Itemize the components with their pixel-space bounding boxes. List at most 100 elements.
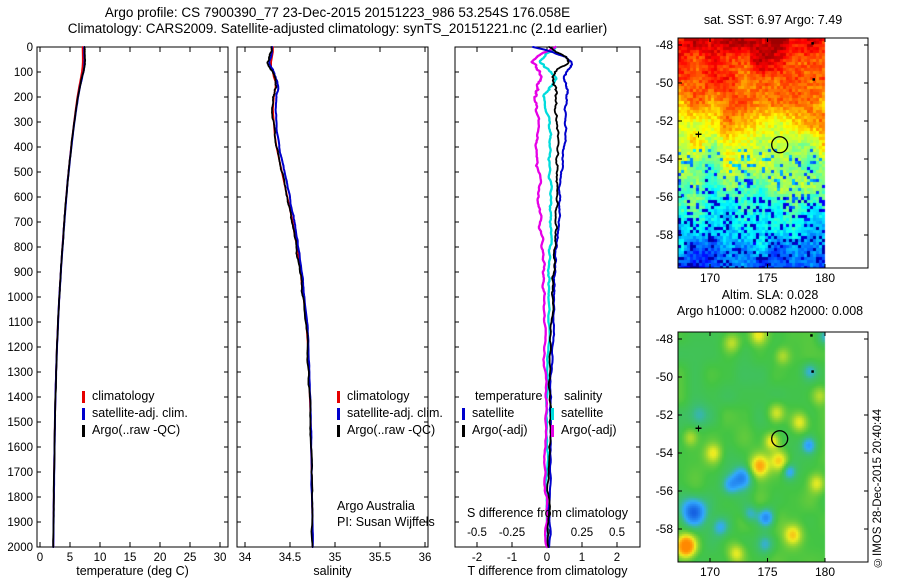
legend-header: temperature	[475, 389, 543, 403]
tick-label: 0	[544, 552, 550, 564]
tick-label: -50	[656, 76, 674, 90]
tick-label: -50	[656, 370, 674, 384]
difference-profile-panel: -2 -1 0 1 2 -0.5 -0.25 0 0.25 0.5	[454, 45, 641, 564]
tick-label: -54	[656, 446, 674, 460]
legend-item: satellite-adj. clim.	[82, 405, 188, 422]
salinity-legend: climatology satellite-adj. clim. Argo(..…	[337, 388, 443, 439]
temperature-legend: climatology satellite-adj. clim. Argo(..…	[82, 388, 188, 439]
climatology-swatch-icon	[82, 390, 85, 403]
sla-heatmap	[678, 332, 868, 562]
temperature-axis-label: temperature (deg C)	[76, 564, 189, 578]
curve-satellite-adj-clim-	[52, 46, 86, 548]
tick-label: -48	[656, 332, 674, 346]
tick-label: 180	[815, 271, 835, 285]
annotation-line2: PI: Susan Wijffels	[337, 515, 435, 529]
tick-label: 0.25	[571, 527, 593, 539]
legend-label: Argo(-adj)	[561, 423, 617, 437]
tick-label: 1800	[7, 492, 33, 504]
legend-label: climatology	[347, 389, 410, 403]
tick-label: 1600	[7, 442, 33, 454]
tick-label: -58	[656, 522, 674, 536]
salinity-axis-label: salinity	[313, 564, 352, 578]
legend-label: satellite	[561, 406, 604, 420]
s-axis-tick-labels: -0.5 -0.25 0 0.25 0.5	[467, 527, 625, 539]
tick-label: -56	[656, 484, 674, 498]
tick-label: -58	[656, 228, 674, 242]
tick-label: 700	[14, 217, 33, 229]
tick-label: 1400	[7, 392, 33, 404]
tick-label: 1000	[7, 292, 33, 304]
argo-adj-s-swatch-icon	[551, 424, 554, 437]
imos-credit: ©IMOS 28-Dec-2015 20:40:44	[872, 408, 884, 568]
tick-label: 1900	[7, 517, 33, 529]
legend-item: Argo(-adj)	[462, 422, 542, 439]
legend-label: Argo(..raw -QC)	[92, 423, 181, 437]
tick-label: 1300	[7, 367, 33, 379]
legend-label: Argo(..raw -QC)	[347, 423, 436, 437]
legend-item: Argo(..raw -QC)	[82, 422, 188, 439]
sst-map-title: sat. SST: 6.97 Argo: 7.49	[703, 13, 843, 27]
satellite-s-swatch-icon	[551, 407, 554, 420]
tick-label: -56	[656, 190, 674, 204]
satellite-adj-swatch-icon	[337, 407, 340, 420]
tick-label: 1500	[7, 417, 33, 429]
tick-label: 400	[14, 142, 33, 154]
salinity-profile-panel: 34 34.5 35 35.5 36	[236, 46, 432, 564]
tick-label: 175	[757, 565, 777, 579]
tick-label: 0.5	[609, 527, 625, 539]
s-difference-axis-label: S difference from climatology	[467, 506, 628, 520]
tick-label: 175	[757, 271, 777, 285]
sst-heatmap	[678, 38, 868, 268]
tick-label: 0	[544, 527, 550, 539]
tick-label: 34.5	[279, 552, 301, 564]
tick-label: 180	[815, 565, 835, 579]
tick-label: 100	[14, 67, 33, 79]
curve-argo-raw-qc-	[52, 46, 87, 548]
legend-item: Argo(-adj)	[551, 422, 617, 439]
tick-label: 25	[184, 552, 197, 564]
axis-ticks	[37, 46, 228, 548]
tick-label: 35.5	[369, 552, 391, 564]
tick-label: 30	[214, 552, 227, 564]
argo-raw-swatch-icon	[82, 424, 85, 437]
tick-label: 15	[124, 552, 137, 564]
tick-label: 10	[94, 552, 107, 564]
legend-item: climatology	[337, 388, 443, 405]
tick-label: 1	[579, 552, 585, 564]
legend-item: satellite-adj. clim.	[337, 405, 443, 422]
tick-label: -0.25	[499, 527, 525, 539]
tick-label: 2000	[7, 542, 33, 554]
climatology-swatch-icon	[337, 390, 340, 403]
annotation-line1: Argo Australia	[337, 499, 415, 513]
tick-label: 200	[14, 92, 33, 104]
legend-label: climatology	[92, 389, 155, 403]
tick-label: 5	[67, 552, 73, 564]
tick-label: 300	[14, 117, 33, 129]
sla-title-line1: Altim. SLA: 0.028	[721, 288, 819, 302]
satellite-adj-swatch-icon	[82, 407, 85, 420]
t-difference-axis-label: T difference from climatology	[467, 564, 628, 578]
tick-label: 20	[154, 552, 167, 564]
tick-label: -0.5	[467, 527, 487, 539]
tick-label: 34	[239, 552, 252, 564]
argo-raw-swatch-icon	[337, 424, 340, 437]
tick-label: 36	[419, 552, 432, 564]
tick-label: 800	[14, 242, 33, 254]
curves	[52, 46, 87, 548]
curve-satellite-adj-clim-	[268, 46, 314, 548]
tick-label: 500	[14, 167, 33, 179]
axis-ticks	[237, 46, 428, 548]
legend-header: salinity	[564, 389, 603, 403]
tick-label: 0	[27, 42, 33, 54]
tick-label: 1100	[8, 317, 33, 329]
legend-item: Argo(..raw -QC)	[337, 422, 443, 439]
tick-label: 170	[700, 271, 720, 285]
satellite-t-swatch-icon	[462, 407, 465, 420]
tick-label: 1700	[7, 467, 33, 479]
curve-satellite-t	[538, 45, 558, 549]
sla-title-line2: Argo h1000: 0.0082 h2000: 0.008	[676, 304, 864, 318]
legend-item: satellite	[551, 405, 617, 422]
difference-temperature-legend: temperature satellite Argo(-adj)	[462, 388, 542, 439]
plot-title-line2: Climatology: CARS2009. Satellite-adjuste…	[67, 21, 608, 36]
axis-ticks	[455, 46, 640, 548]
